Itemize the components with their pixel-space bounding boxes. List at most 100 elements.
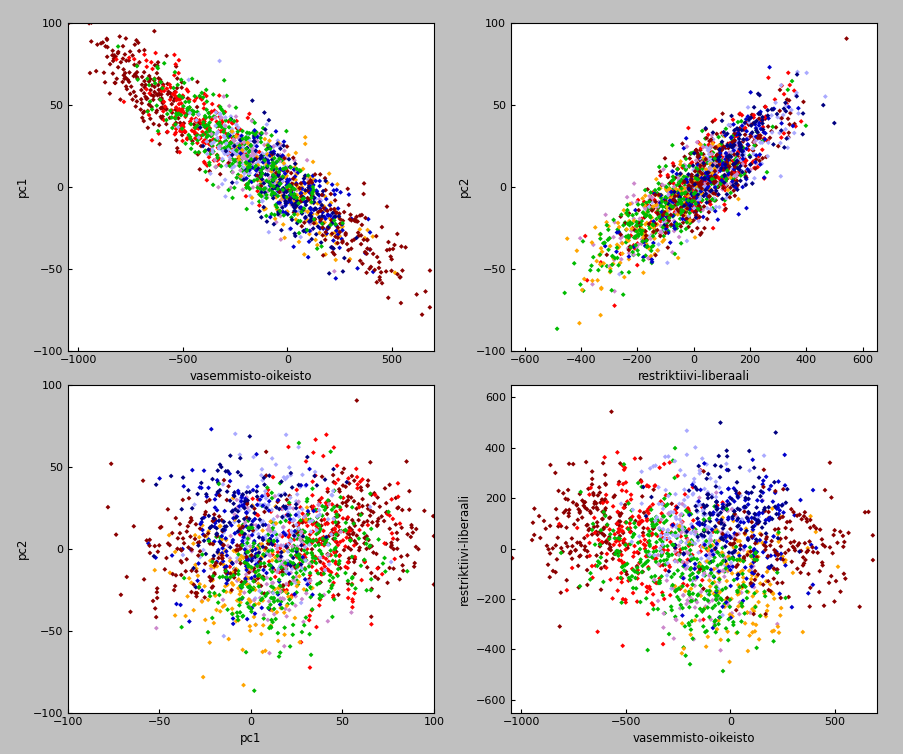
Point [356, 188, 370, 200]
Point [637, 231, 651, 244]
Point [639, 581, 654, 593]
Point [760, 136, 775, 149]
Point [686, 525, 701, 537]
Point [717, 130, 731, 142]
Point [724, 503, 739, 515]
Point [292, 570, 306, 582]
Point [708, 178, 722, 190]
Point [714, 144, 729, 156]
Point [283, 559, 297, 572]
Point [653, 545, 667, 557]
Point [147, 540, 162, 552]
Point [673, 509, 687, 521]
Point [721, 608, 736, 621]
Point [138, 90, 153, 103]
Point [594, 527, 609, 539]
Point [673, 571, 687, 583]
Point [645, 551, 659, 563]
Point [325, 555, 340, 567]
Point [659, 540, 674, 552]
Point [239, 496, 254, 508]
Point [275, 569, 290, 581]
Point [173, 555, 188, 567]
Point [245, 115, 259, 127]
Point [673, 220, 687, 232]
Point [728, 171, 742, 183]
Point [117, 67, 132, 79]
Point [235, 133, 249, 145]
Point [163, 539, 177, 551]
Point [746, 461, 760, 474]
Point [670, 198, 684, 210]
Point [691, 181, 705, 193]
Point [395, 504, 409, 516]
Point [364, 583, 378, 595]
Point [675, 642, 690, 654]
Point [691, 215, 705, 227]
Point [745, 618, 759, 630]
Point [172, 117, 187, 129]
Point [169, 134, 183, 146]
Point [684, 194, 699, 206]
X-axis label: vasemmisto-oikeisto: vasemmisto-oikeisto [632, 731, 754, 744]
Point [650, 189, 665, 201]
Point [756, 173, 770, 185]
Point [662, 191, 676, 203]
Point [257, 182, 272, 195]
Point [743, 119, 758, 131]
Point [105, 49, 119, 61]
Point [715, 128, 730, 140]
Point [635, 225, 649, 237]
Point [273, 552, 287, 564]
Point [306, 517, 321, 529]
Point [221, 157, 236, 169]
Point [276, 510, 291, 523]
Point [363, 456, 377, 468]
Point [130, 72, 144, 84]
Point [411, 543, 425, 555]
Point [635, 559, 649, 572]
Point [734, 141, 749, 153]
Point [771, 127, 786, 139]
Point [218, 132, 232, 144]
Point [650, 244, 665, 256]
Point [784, 523, 798, 535]
Point [316, 202, 330, 214]
Point [730, 184, 744, 196]
Point [229, 115, 244, 127]
Point [630, 567, 645, 579]
Point [251, 130, 265, 142]
Point [284, 578, 298, 590]
Point [297, 195, 312, 207]
Point [704, 175, 719, 187]
Point [724, 513, 739, 525]
Point [139, 535, 154, 547]
Point [768, 503, 783, 515]
Point [680, 182, 694, 194]
Point [292, 194, 306, 206]
Point [769, 108, 784, 120]
Point [275, 559, 290, 572]
Point [351, 544, 366, 556]
Point [752, 108, 767, 120]
Point [667, 554, 682, 566]
Point [303, 214, 318, 226]
Point [272, 549, 286, 561]
Point [702, 157, 716, 169]
Point [716, 516, 731, 529]
Point [235, 535, 249, 547]
Point [245, 499, 259, 511]
Point [241, 149, 256, 161]
Point [686, 195, 701, 207]
Point [738, 179, 752, 191]
Point [645, 523, 659, 535]
Point [616, 464, 630, 476]
Point [142, 540, 156, 552]
Point [266, 535, 281, 547]
Point [662, 589, 676, 601]
Point [709, 141, 723, 153]
Point [305, 550, 320, 562]
Point [345, 596, 359, 608]
Point [773, 170, 787, 182]
Point [636, 522, 650, 534]
